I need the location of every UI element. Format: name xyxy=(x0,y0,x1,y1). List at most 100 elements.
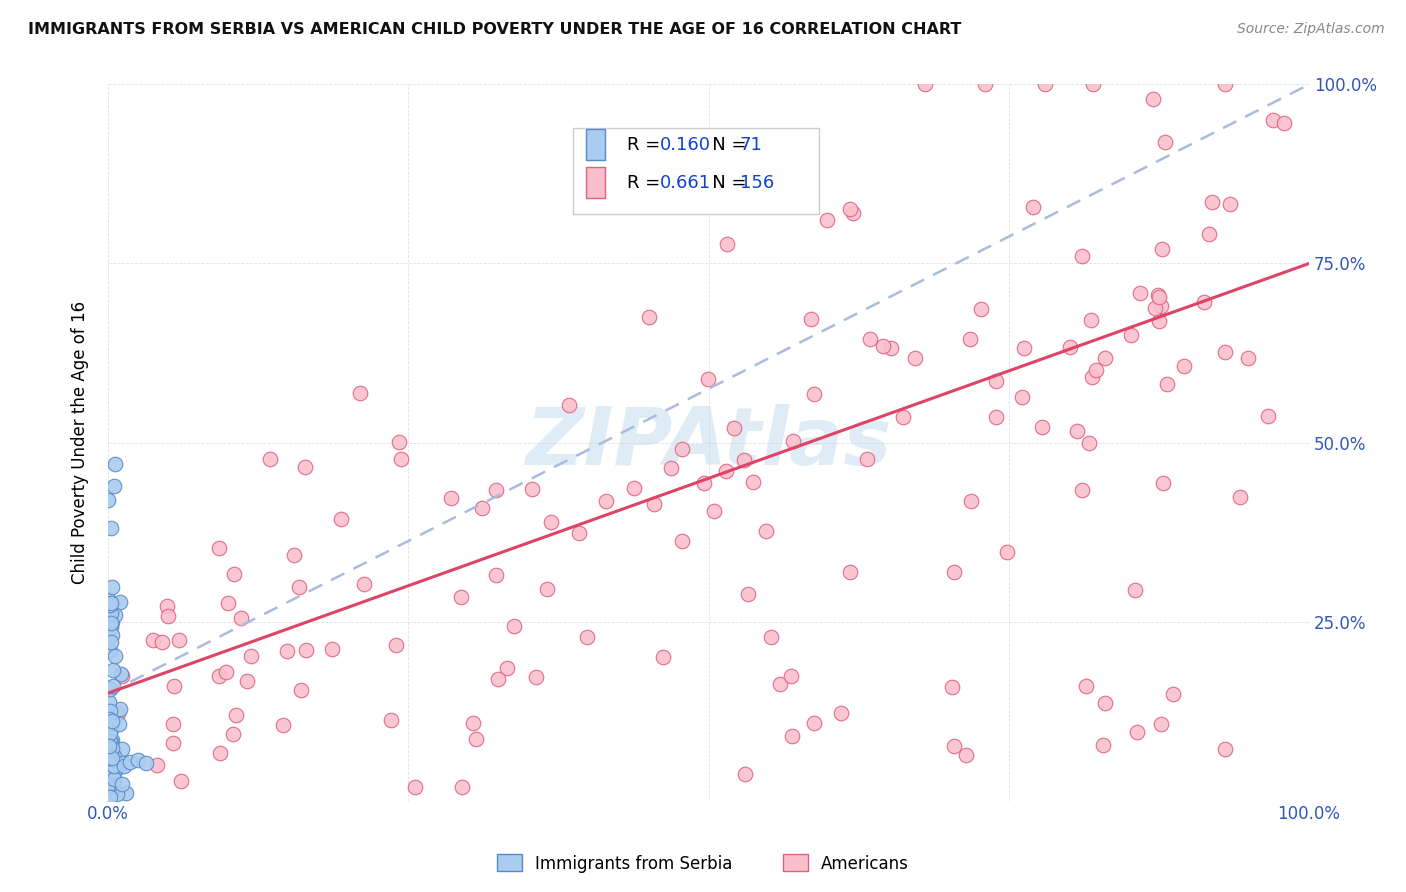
Point xyxy=(239,648,262,663)
Point xyxy=(98,790,121,805)
Point xyxy=(288,580,311,594)
Point xyxy=(1192,294,1215,309)
Point xyxy=(104,607,127,622)
Point xyxy=(1031,420,1053,434)
Point xyxy=(768,677,790,691)
Point xyxy=(557,398,579,412)
Point xyxy=(100,744,122,758)
Point xyxy=(97,492,120,507)
Text: 0.661: 0.661 xyxy=(659,174,711,192)
Point xyxy=(914,78,936,92)
Point xyxy=(841,206,863,220)
Point xyxy=(236,673,259,688)
Point xyxy=(1084,363,1107,377)
Point xyxy=(100,733,122,747)
Point xyxy=(97,712,120,726)
Point xyxy=(651,649,673,664)
Point xyxy=(100,620,122,634)
Point xyxy=(98,739,121,754)
Point xyxy=(693,475,716,490)
Point xyxy=(1261,113,1284,128)
Point xyxy=(1154,135,1177,149)
Point xyxy=(111,741,134,756)
Text: IMMIGRANTS FROM SERBIA VS AMERICAN CHILD POVERTY UNDER THE AGE OF 16 CORRELATION: IMMIGRANTS FROM SERBIA VS AMERICAN CHILD… xyxy=(28,22,962,37)
Point xyxy=(389,452,412,467)
Point xyxy=(103,478,125,492)
Point xyxy=(100,767,122,781)
Point xyxy=(839,202,862,216)
Point xyxy=(104,762,127,776)
Point xyxy=(167,633,190,648)
Point xyxy=(98,725,121,739)
Point xyxy=(100,723,122,737)
Text: N =: N = xyxy=(695,174,752,192)
Text: R =: R = xyxy=(627,174,666,192)
Point xyxy=(388,435,411,450)
Point xyxy=(1094,351,1116,365)
Point xyxy=(1080,312,1102,326)
Point xyxy=(349,385,371,400)
Point xyxy=(1147,314,1170,328)
Point xyxy=(103,764,125,779)
Point xyxy=(1198,227,1220,241)
Point xyxy=(1022,200,1045,214)
Point xyxy=(960,494,983,508)
Point xyxy=(471,501,494,516)
Point xyxy=(104,457,127,471)
Point xyxy=(98,791,121,805)
Point xyxy=(208,541,231,555)
Point xyxy=(101,771,124,785)
Point xyxy=(98,704,121,718)
Point xyxy=(107,706,129,721)
Point xyxy=(98,644,121,658)
Point xyxy=(100,715,122,730)
Point xyxy=(156,599,179,614)
Point xyxy=(100,740,122,755)
Point xyxy=(290,682,312,697)
Point xyxy=(97,778,120,792)
Point xyxy=(714,464,737,478)
Point xyxy=(995,545,1018,559)
Point xyxy=(1161,687,1184,701)
Point xyxy=(101,716,124,731)
Text: 0.160: 0.160 xyxy=(659,136,711,153)
Point xyxy=(97,784,120,798)
Point xyxy=(1219,197,1241,211)
Point xyxy=(1121,327,1143,342)
Point xyxy=(105,787,128,801)
Point xyxy=(595,493,617,508)
Point xyxy=(100,752,122,766)
Point xyxy=(1150,716,1173,731)
Point xyxy=(1123,583,1146,598)
Text: R =: R = xyxy=(627,136,666,153)
Point xyxy=(156,609,179,624)
Point xyxy=(97,750,120,764)
Point xyxy=(1272,116,1295,130)
Point xyxy=(891,409,914,424)
Point xyxy=(576,630,599,644)
Point xyxy=(496,661,519,675)
Point xyxy=(1076,679,1098,693)
Point xyxy=(1156,377,1178,392)
Point xyxy=(643,497,665,511)
Point xyxy=(162,717,184,731)
Point xyxy=(973,78,995,92)
Point xyxy=(1173,359,1195,374)
Point xyxy=(103,772,125,786)
Point xyxy=(98,764,121,779)
Point xyxy=(1213,742,1236,756)
Point xyxy=(671,442,693,456)
Point xyxy=(673,170,696,185)
Point xyxy=(1091,739,1114,753)
Legend: Immigrants from Serbia, Americans: Immigrants from Serbia, Americans xyxy=(491,847,915,880)
Point xyxy=(271,717,294,731)
Point xyxy=(208,668,231,682)
Point xyxy=(1066,424,1088,438)
Point xyxy=(283,548,305,562)
Point xyxy=(98,778,121,792)
Point xyxy=(461,716,484,731)
Point xyxy=(986,374,1008,388)
Y-axis label: Child Poverty Under the Age of 16: Child Poverty Under the Age of 16 xyxy=(72,301,89,584)
Point xyxy=(108,717,131,731)
Point xyxy=(229,611,252,625)
